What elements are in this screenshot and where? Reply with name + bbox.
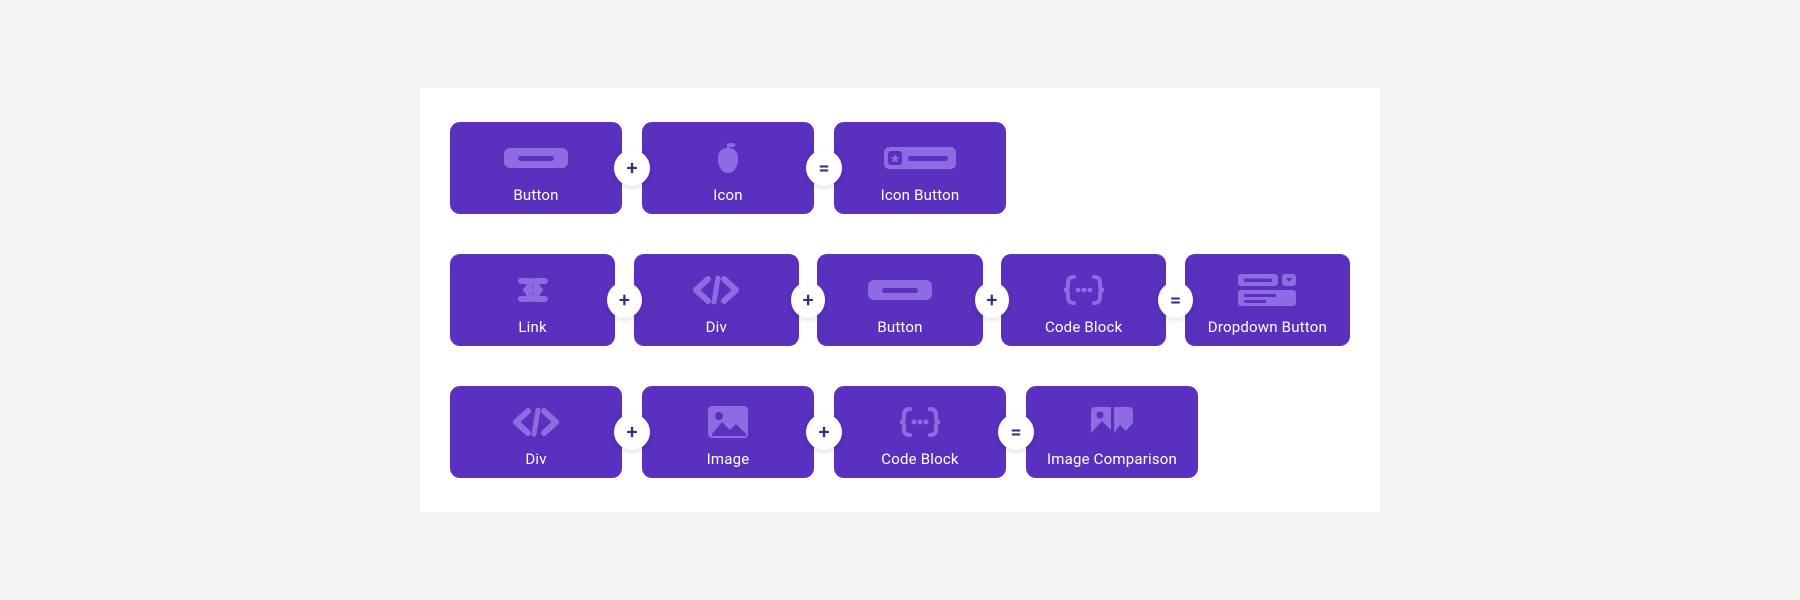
operator-plus: + <box>791 282 826 318</box>
operator-plus: + <box>614 414 650 450</box>
card-label: Image Comparison <box>1047 450 1177 468</box>
card-label: Div <box>525 450 546 468</box>
card-label: Code Block <box>881 450 958 468</box>
image-compare-icon <box>1026 400 1198 444</box>
operator-plus: + <box>975 282 1010 318</box>
card-label: Icon Button <box>881 186 960 204</box>
equation-row: Button + Icon = Icon Button <box>450 122 1350 214</box>
component-card-image: Image <box>642 386 814 478</box>
chain-link-icon <box>450 268 615 312</box>
picture-icon <box>642 400 814 444</box>
operator-equals: = <box>806 150 842 186</box>
code-tag-icon <box>634 268 799 312</box>
operator-plus: + <box>614 150 650 186</box>
component-card-code-block: Code Block <box>834 386 1006 478</box>
component-card-link: Link <box>450 254 615 346</box>
diagram-canvas: Button + Icon = Icon Button Link + <box>420 88 1380 512</box>
card-label: Dropdown Button <box>1208 318 1327 336</box>
equation-row: Link + Div + Button + Code Block = <box>450 254 1350 346</box>
code-tag-icon <box>450 400 622 444</box>
button-pill-icon <box>817 268 982 312</box>
card-label: Div <box>706 318 727 336</box>
component-card-button: Button <box>450 122 622 214</box>
component-card-icon-button: Icon Button <box>834 122 1006 214</box>
braces-dots-icon <box>1001 268 1166 312</box>
operator-plus: + <box>607 282 642 318</box>
card-label: Link <box>518 318 546 336</box>
card-label: Button <box>513 186 558 204</box>
component-card-icon: Icon <box>642 122 814 214</box>
operator-equals: = <box>998 414 1034 450</box>
icon-button-icon <box>834 136 1006 180</box>
component-card-code-block: Code Block <box>1001 254 1166 346</box>
operator-plus: + <box>806 414 842 450</box>
card-label: Image <box>707 450 750 468</box>
card-label: Icon <box>713 186 743 204</box>
card-label: Button <box>877 318 922 336</box>
operator-equals: = <box>1158 282 1193 318</box>
button-pill-icon <box>450 136 622 180</box>
braces-dots-icon <box>834 400 1006 444</box>
component-card-image-comparison: Image Comparison <box>1026 386 1198 478</box>
equation-row: Div + Image + Code Block = Image Compari… <box>450 386 1350 478</box>
apple-icon <box>642 136 814 180</box>
component-card-dropdown-button: Dropdown Button <box>1185 254 1350 346</box>
component-card-button: Button <box>817 254 982 346</box>
component-card-div: Div <box>634 254 799 346</box>
component-card-div: Div <box>450 386 622 478</box>
card-label: Code Block <box>1045 318 1122 336</box>
dropdown-button-icon <box>1185 268 1350 312</box>
